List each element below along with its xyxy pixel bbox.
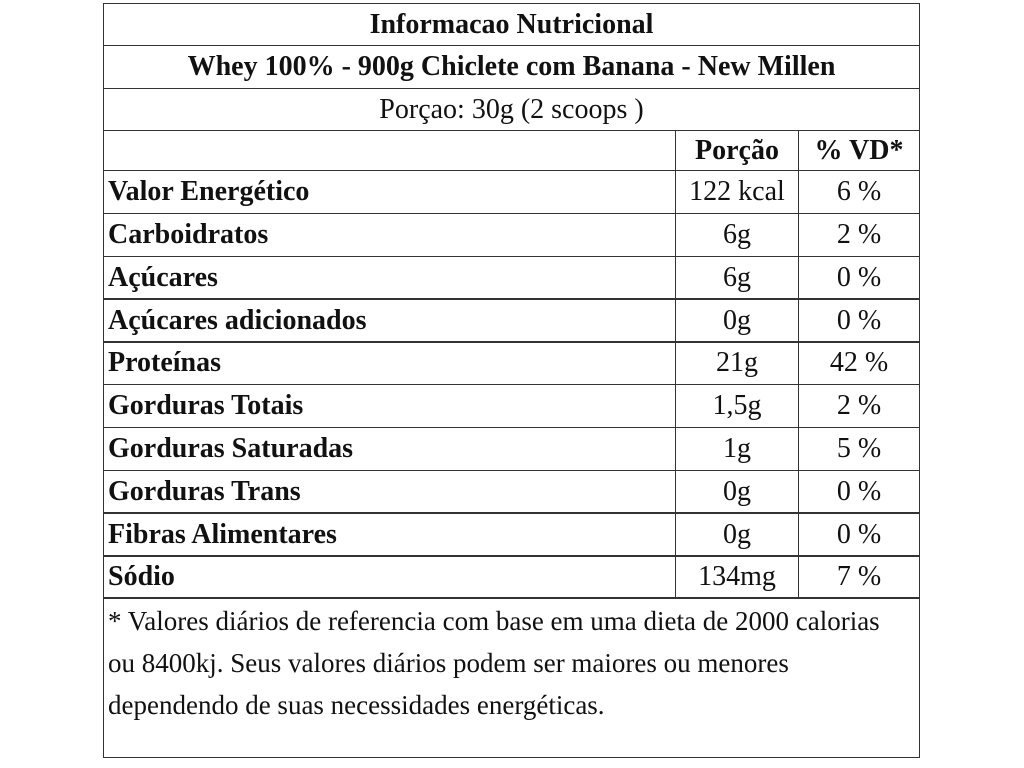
daily-value: 0 % bbox=[798, 512, 920, 557]
daily-value: 5 % bbox=[798, 426, 920, 472]
serving: Porçao: 30g (2 scoops ) bbox=[103, 88, 920, 131]
header-blank bbox=[103, 130, 676, 171]
nutrient-name: Açúcares bbox=[103, 255, 676, 300]
nutrient-name: Carboidratos bbox=[103, 212, 676, 258]
daily-value: 7 % bbox=[798, 555, 920, 600]
daily-value: 0 % bbox=[798, 298, 920, 343]
portion-value: 6g bbox=[675, 255, 799, 300]
nutrient-name: Açúcares adicionados bbox=[103, 298, 676, 343]
portion-value: 6g bbox=[675, 212, 799, 258]
nutrient-name: Gorduras Totais bbox=[103, 384, 676, 429]
nutrient-name: Gorduras Saturadas bbox=[103, 426, 676, 472]
footnote: * Valores diários de referencia com base… bbox=[103, 597, 920, 758]
portion-value: 122 kcal bbox=[675, 170, 799, 215]
portion-value: 0g bbox=[675, 512, 799, 557]
portion-value: 1g bbox=[675, 426, 799, 472]
daily-value: 2 % bbox=[798, 212, 920, 258]
portion-value: 0g bbox=[675, 298, 799, 343]
daily-value: 2 % bbox=[798, 384, 920, 429]
subtitle: Whey 100% - 900g Chiclete com Banana - N… bbox=[103, 45, 920, 89]
nutrient-name: Gorduras Trans bbox=[103, 469, 676, 514]
nutrient-name: Proteínas bbox=[103, 341, 676, 386]
header-portion: Porção bbox=[675, 130, 799, 171]
daily-value: 42 % bbox=[798, 341, 920, 386]
nutrient-name: Sódio bbox=[103, 555, 676, 600]
portion-value: 0g bbox=[675, 469, 799, 514]
portion-value: 134mg bbox=[675, 555, 799, 600]
daily-value: 0 % bbox=[798, 469, 920, 514]
header-daily-value: % VD* bbox=[798, 130, 920, 171]
daily-value: 6 % bbox=[798, 170, 920, 215]
nutrient-name: Valor Energético bbox=[103, 170, 676, 215]
portion-value: 21g bbox=[675, 341, 799, 386]
title: Informacao Nutricional bbox=[103, 3, 920, 46]
daily-value: 0 % bbox=[798, 255, 920, 300]
portion-value: 1,5g bbox=[675, 384, 799, 429]
nutrient-name: Fibras Alimentares bbox=[103, 512, 676, 557]
